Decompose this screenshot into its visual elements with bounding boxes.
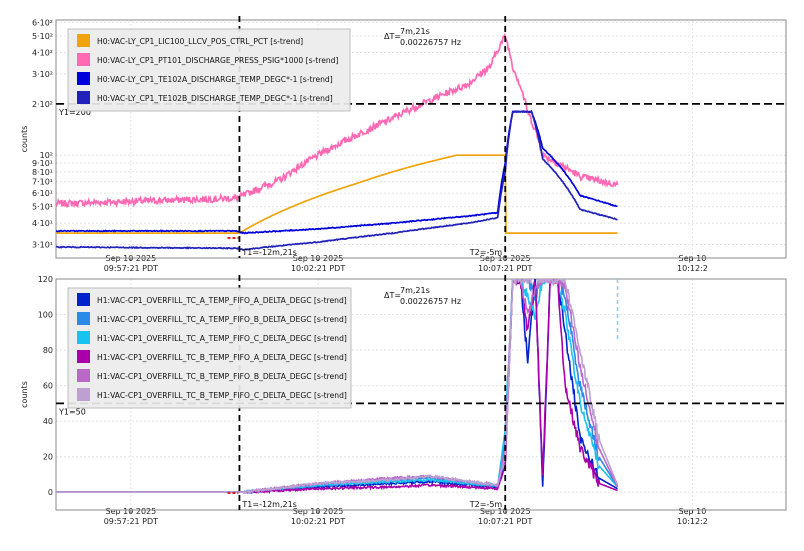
x-tick-sublabel: 09:57:21 PDT bbox=[104, 517, 158, 526]
legend: H1:VAC-CP1_OVERFILL_TC_A_TEMP_FIFO_A_DEL… bbox=[67, 287, 352, 409]
y-tick-label: 100 bbox=[38, 311, 53, 320]
legend-entry-label: H1:VAC-CP1_OVERFILL_TC_A_TEMP_FIFO_C_DEL… bbox=[97, 334, 347, 343]
y-tick-label: 3·10² bbox=[32, 70, 53, 79]
y-tick-label: 80 bbox=[43, 346, 53, 355]
cursor-t2-label: T2=-5m bbox=[469, 248, 503, 257]
delta-t-label: ΔT= bbox=[384, 291, 401, 300]
y-axis-title: counts bbox=[20, 381, 29, 408]
legend-swatch bbox=[77, 350, 90, 363]
legend-entry-label: H1:VAC-CP1_OVERFILL_TC_B_TEMP_FIFO_A_DEL… bbox=[97, 353, 347, 362]
x-tick-sublabel: 10:12:2 bbox=[677, 264, 708, 273]
cursor-y1-label: Y1=200 bbox=[58, 108, 91, 117]
y-tick-label: 20 bbox=[43, 453, 53, 462]
cursor-t2-label: T2=-5m bbox=[469, 500, 503, 509]
legend-entry-label: H1:VAC-CP1_OVERFILL_TC_A_TEMP_FIFO_A_DEL… bbox=[97, 296, 347, 305]
series-group bbox=[56, 33, 619, 251]
legend-swatch bbox=[77, 369, 90, 382]
series-line bbox=[56, 154, 618, 234]
y-tick-label: 8·10¹ bbox=[32, 168, 53, 177]
delta-t-frequency: 0.00226757 Hz bbox=[400, 297, 461, 306]
y-tick-label: 120 bbox=[38, 275, 53, 284]
legend-swatch bbox=[77, 91, 90, 104]
y-tick-label: 2·10² bbox=[32, 100, 53, 109]
plot-area-frame bbox=[55, 278, 787, 511]
y-tick-label: 4·10¹ bbox=[32, 219, 53, 228]
y-tick-label: 40 bbox=[43, 417, 53, 426]
legend-entry-label: H0:VAC-LY_CP1_PT101_DISCHARGE_PRESS_PSIG… bbox=[97, 56, 339, 65]
legend-entry-label: H1:VAC-CP1_OVERFILL_TC_B_TEMP_FIFO_B_DEL… bbox=[97, 372, 347, 381]
delta-t-label: ΔT= bbox=[384, 32, 401, 41]
y-tick-label: 6·10² bbox=[32, 18, 53, 27]
legend-box bbox=[67, 28, 351, 112]
x-tick-sublabel: 10:07:21 PDT bbox=[478, 264, 532, 273]
cursor-t1-label: T1=-12m,21s bbox=[241, 500, 296, 509]
legend-swatch bbox=[77, 293, 90, 306]
delta-t-frequency: 0.00226757 Hz bbox=[400, 38, 461, 47]
y-tick-label: 7·10¹ bbox=[32, 178, 53, 187]
cursor-t1-label: T1=-12m,21s bbox=[241, 248, 296, 257]
legend-entry-label: H1:VAC-CP1_OVERFILL_TC_A_TEMP_FIFO_B_DEL… bbox=[97, 315, 347, 324]
legend-swatch bbox=[77, 53, 90, 66]
legend-swatch bbox=[77, 312, 90, 325]
y-tick-label: 4·10² bbox=[32, 48, 53, 57]
x-tick-sublabel: 10:02:21 PDT bbox=[291, 264, 345, 273]
delta-t-value: 7m,21s bbox=[400, 286, 430, 295]
legend-swatch bbox=[77, 388, 90, 401]
series-group bbox=[56, 279, 619, 495]
x-tick-label: Sep 10 2025 bbox=[293, 507, 344, 516]
cursor-y1-label: Y1=50 bbox=[58, 407, 86, 416]
y-tick-label: 6·10¹ bbox=[32, 189, 53, 198]
y-axis-title: counts bbox=[20, 126, 29, 153]
x-tick-label: Sep 10 2025 bbox=[106, 507, 157, 516]
y-tick-label: 60 bbox=[43, 382, 53, 391]
legend-entry-label: H0:VAC-LY_CP1_TE102A_DISCHARGE_TEMP_DEGC… bbox=[97, 75, 333, 84]
y-tick-label: 5·10² bbox=[32, 32, 53, 41]
y-tick-label: 3·10¹ bbox=[32, 240, 53, 249]
x-tick-sublabel: 10:02:21 PDT bbox=[291, 517, 345, 526]
y-tick-label: 10² bbox=[40, 151, 53, 160]
series-line bbox=[56, 279, 619, 495]
x-tick-sublabel: 10:07:21 PDT bbox=[478, 517, 532, 526]
delta-t-value: 7m,21s bbox=[400, 27, 430, 36]
legend-entry-label: H0:VAC-LY_CP1_TE102B_DISCHARGE_TEMP_DEGC… bbox=[97, 94, 333, 103]
legend-box bbox=[67, 287, 352, 409]
series-line bbox=[56, 33, 619, 209]
y-tick-label: 0 bbox=[48, 488, 53, 497]
series-line bbox=[56, 109, 618, 251]
x-tick-sublabel: 09:57:21 PDT bbox=[104, 264, 158, 273]
y-tick-label: 9·10¹ bbox=[32, 159, 53, 168]
x-tick-label: Sep 10 bbox=[679, 507, 707, 516]
plot-area-frame bbox=[55, 19, 787, 259]
legend-swatch bbox=[77, 331, 90, 344]
legend: H0:VAC-LY_CP1_LIC100_LLCV_POS_CTRL_PCT [… bbox=[67, 28, 351, 112]
legend-swatch bbox=[77, 72, 90, 85]
x-tick-sublabel: 10:12:2 bbox=[677, 517, 708, 526]
y-tick-label: 5·10¹ bbox=[32, 203, 53, 212]
legend-entry-label: H1:VAC-CP1_OVERFILL_TC_B_TEMP_FIFO_C_DEL… bbox=[97, 391, 347, 400]
x-tick-label: Sep 10 2025 bbox=[480, 507, 531, 516]
legend-swatch bbox=[77, 34, 90, 47]
legend-entry-label: H0:VAC-LY_CP1_LIC100_LLCV_POS_CTRL_PCT [… bbox=[97, 37, 303, 46]
